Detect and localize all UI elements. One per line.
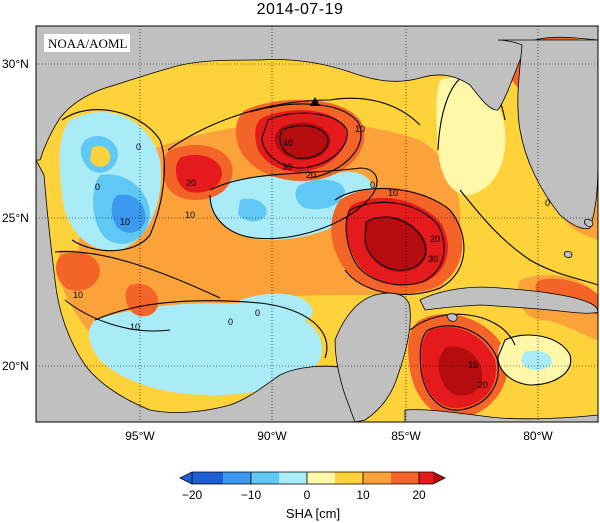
contour-label: 10 [73, 290, 83, 300]
contour-20-caribbean [419, 325, 499, 411]
credit-box: NOAA/AOML [44, 34, 130, 52]
colorbar-swatch [251, 472, 279, 484]
colorbar-tick-label: −10 [241, 488, 262, 502]
colorbar-swatch [391, 472, 419, 484]
contour-0-south [94, 300, 328, 359]
contour-label: 10 [120, 217, 130, 227]
lat-tick-label: 20°N [2, 359, 29, 373]
land-us-gulf-coast [36, 26, 598, 161]
land-bahamas-2 [564, 251, 573, 259]
colorbar-swatch [192, 472, 223, 484]
contour-10-east [459, 189, 598, 286]
lat-tick-label: 25°N [2, 211, 29, 225]
land [36, 26, 598, 422]
contour-label: 40 [283, 138, 293, 148]
land-honduras [404, 409, 598, 422]
lon-tick-label: 85°W [391, 429, 421, 443]
contour-20-north [249, 103, 362, 179]
lat-ticks: 30°N 25°N 20°N [2, 57, 29, 373]
contour-10-south [64, 299, 171, 332]
contour-label: 0 [95, 182, 100, 192]
lat-tick-label: 30°N [2, 57, 29, 71]
contour-label: 20 [478, 380, 488, 390]
contour-label: 30 [282, 162, 292, 172]
cold-region-south-2 [240, 293, 313, 323]
warm-pocket-west [55, 252, 100, 291]
contour-label: 0 [228, 317, 233, 327]
colorbar-swatch [223, 472, 251, 484]
contour-10-caribbean [409, 313, 516, 346]
contour-label: 0 [370, 180, 375, 190]
contour-lines [54, 71, 598, 411]
colorbar-ticks [191, 472, 420, 484]
land-mexico [36, 159, 361, 422]
contour-30-loop [364, 216, 426, 271]
anomaly-field [55, 34, 598, 419]
cold-eddy-cayman-core [521, 350, 552, 370]
colorbar-tick-label: 20 [412, 488, 426, 502]
lon-tick-label: 80°W [523, 429, 553, 443]
contour-label: 10 [468, 360, 478, 370]
colorbar-swatch [279, 472, 307, 484]
cold-band-central-core [295, 179, 345, 210]
loop-current-eddy-core [364, 216, 428, 272]
colorbar: −20 −10 0 10 20 SHA [cm] [179, 471, 446, 521]
colorbar-under-arrow [180, 472, 192, 484]
plot-frame [35, 25, 599, 423]
contour-label: 10 [130, 322, 140, 332]
contour-labels: 0 0 0 0 10 10 10 10 10 20 20 20 30 30 40… [73, 124, 550, 390]
land-isle-of-youth [446, 313, 458, 322]
colorbar-swatch [307, 472, 335, 484]
contour-20-loop [345, 201, 445, 286]
contour-0-central [209, 167, 378, 240]
credit-text: NOAA/AOML [48, 36, 128, 51]
colorbar-swatch [419, 472, 433, 484]
triangle-marker [310, 97, 320, 106]
warm-patch-fl-shelf [436, 77, 506, 196]
cold-spot-central [238, 198, 267, 222]
colorbar-over-arrow [433, 472, 445, 484]
contour-label: 10 [185, 210, 195, 220]
contour-40-north [279, 125, 329, 159]
warm-eddy-caribbean-core [438, 346, 483, 396]
contour-label: 20 [186, 178, 196, 188]
contour-label: 10 [388, 188, 398, 198]
contour-30-north [261, 112, 348, 169]
land-florida [497, 39, 598, 230]
contour-label: 0 [136, 142, 141, 152]
contour-label: 20 [306, 170, 316, 180]
contour-10-loop [334, 187, 465, 295]
colorbar-label: SHA [cm] [286, 506, 340, 521]
contour-label: 20 [430, 234, 440, 244]
colorbar-tick-label: 10 [356, 488, 370, 502]
graticule [36, 26, 598, 422]
cold-region-south [88, 303, 322, 395]
colorbar-swatch [363, 472, 391, 484]
colorbar-swatch [335, 472, 363, 484]
land-yucatan [334, 292, 411, 422]
warm-eddy-wc-core [175, 154, 222, 193]
colorbar-tick-label: 0 [304, 488, 311, 502]
land-bahamas-1 [584, 219, 594, 227]
warm-eddy-north-core [274, 122, 331, 161]
lon-tick-label: 95°W [125, 429, 155, 443]
contour-10-west [54, 250, 221, 299]
contour-label: 0 [545, 198, 550, 208]
map-title: 2014-07-19 [256, 1, 344, 18]
contour-0-cayman [497, 334, 572, 386]
cold-eddy-west-inner [111, 194, 146, 233]
contour-0-west [61, 109, 165, 252]
contour-label: 10 [355, 124, 365, 134]
lon-ticks: 95°W 90°W 85°W 80°W [125, 429, 553, 443]
warm-spot-nw [90, 145, 111, 167]
contour-label: 30 [428, 254, 438, 264]
contour-10-north [167, 97, 421, 151]
contour-label: 0 [255, 308, 260, 318]
colorbar-tick-label: −20 [182, 488, 203, 502]
lon-tick-label: 90°W [257, 429, 287, 443]
